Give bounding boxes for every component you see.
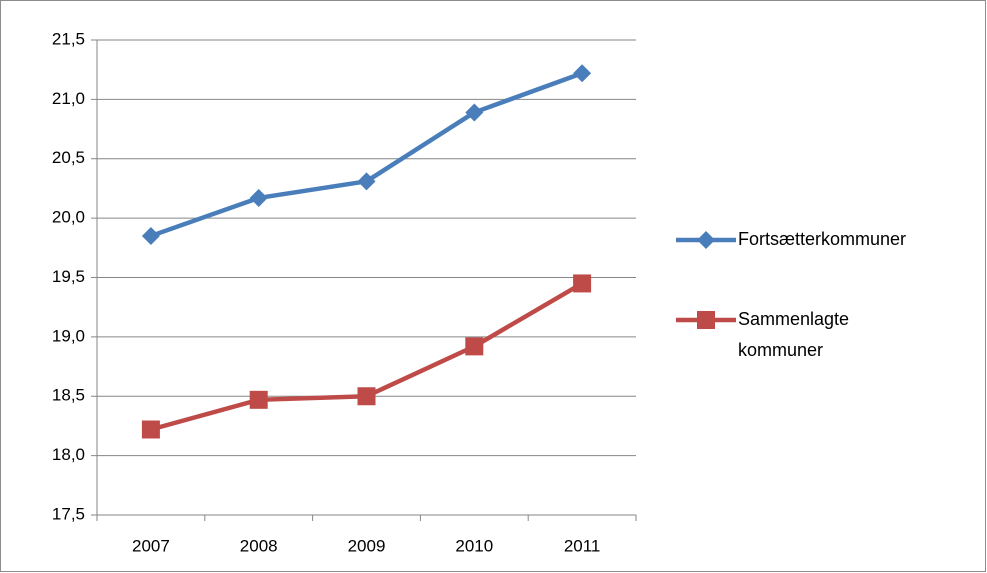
point-marker bbox=[573, 64, 592, 83]
point-marker bbox=[697, 311, 715, 329]
x-tick-label: 2007 bbox=[132, 536, 170, 555]
point-marker bbox=[465, 103, 484, 122]
x-tick-label: 2008 bbox=[240, 536, 278, 555]
x-tick-label: 2009 bbox=[348, 536, 386, 555]
y-tick-label: 17,5 bbox=[52, 504, 85, 523]
legend-label: Fortsætterkommuner bbox=[738, 229, 907, 249]
y-tick-label: 19,0 bbox=[52, 326, 85, 345]
y-tick-label: 20,5 bbox=[52, 148, 85, 167]
point-marker bbox=[465, 337, 484, 356]
point-marker bbox=[249, 390, 268, 409]
y-tick-label: 19,5 bbox=[52, 267, 85, 286]
y-tick-label: 18,5 bbox=[52, 386, 85, 405]
y-tick-label: 21,0 bbox=[52, 89, 85, 108]
y-tick-label: 18,0 bbox=[52, 445, 85, 464]
point-marker bbox=[357, 172, 376, 191]
point-marker bbox=[697, 231, 715, 249]
x-tick-label: 2010 bbox=[455, 536, 493, 555]
y-tick-label: 20,0 bbox=[52, 208, 85, 227]
point-marker bbox=[249, 188, 268, 207]
y-tick-label: 21,5 bbox=[52, 29, 85, 48]
point-marker bbox=[141, 420, 160, 439]
legend-label: Sammenlagte kommuner bbox=[738, 309, 850, 360]
point-marker bbox=[357, 387, 376, 406]
point-marker bbox=[141, 226, 160, 245]
point-marker bbox=[573, 274, 592, 293]
x-tick-label: 2011 bbox=[564, 536, 601, 555]
